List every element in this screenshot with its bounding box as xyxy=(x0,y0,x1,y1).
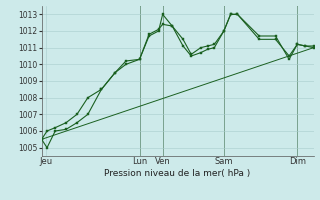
X-axis label: Pression niveau de la mer( hPa ): Pression niveau de la mer( hPa ) xyxy=(104,169,251,178)
